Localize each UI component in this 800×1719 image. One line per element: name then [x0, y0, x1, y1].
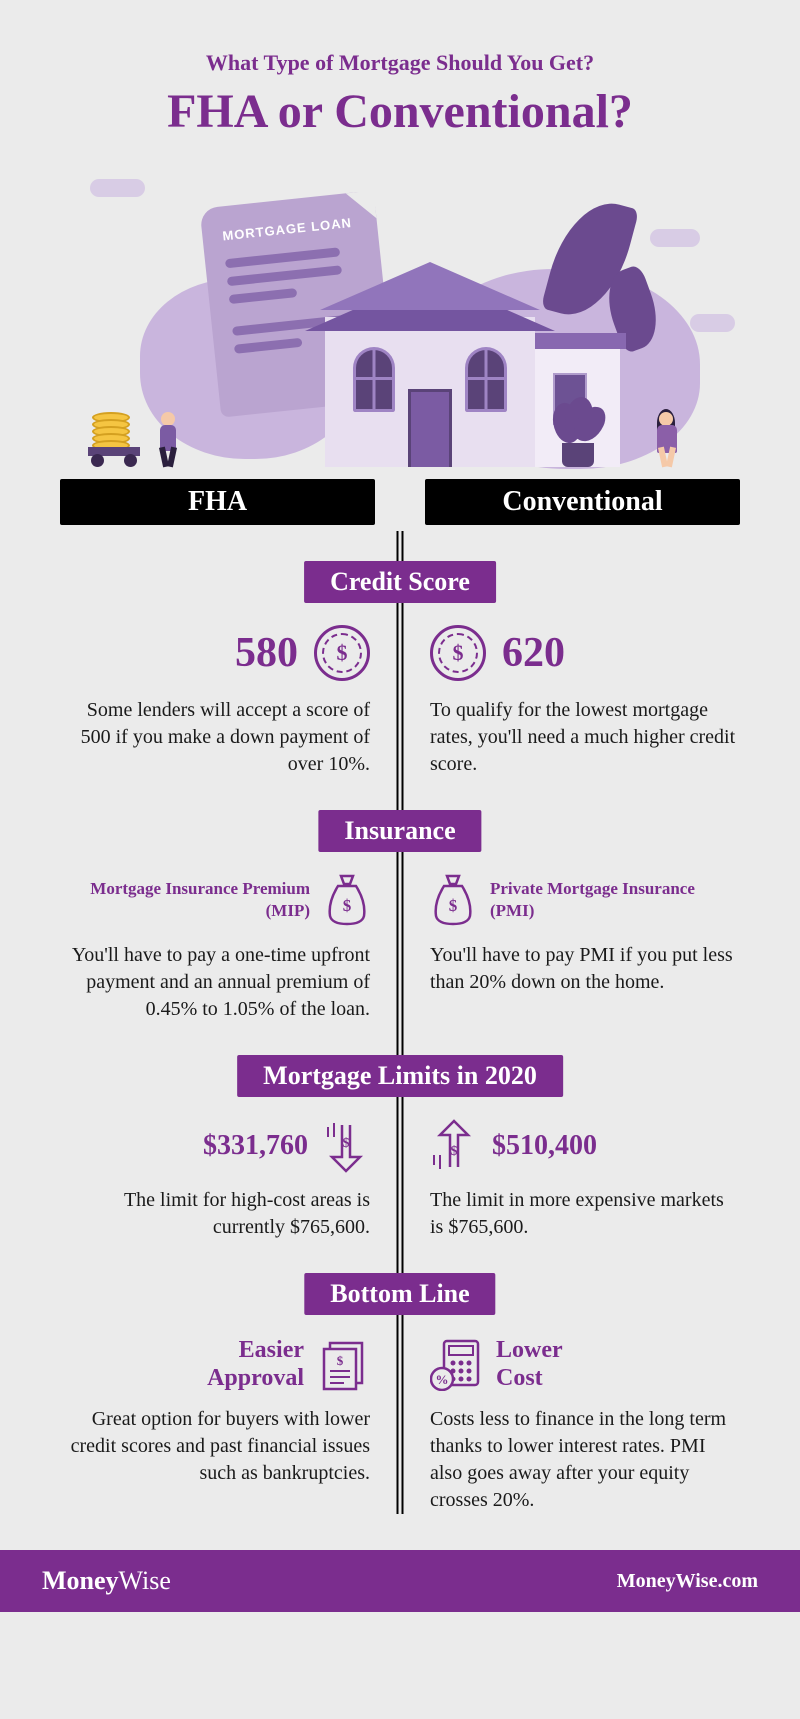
section-label-bottom-line: Bottom Line	[304, 1273, 495, 1315]
dollar-coin-icon: $	[314, 625, 370, 681]
fha-insurance-desc: You'll have to pay a one-time upfront pa…	[60, 942, 370, 1023]
section-label-limits: Mortgage Limits in 2020	[237, 1055, 563, 1097]
money-bag-icon: $	[430, 874, 476, 926]
cart-icon	[88, 435, 158, 467]
svg-text:$: $	[451, 1144, 458, 1159]
document-icon: $	[318, 1339, 370, 1391]
person-icon	[657, 412, 677, 467]
conv-insurance-title: Private Mortgage Insurance (PMI)	[490, 878, 740, 922]
header: What Type of Mortgage Should You Get? FH…	[0, 0, 800, 159]
cloud-icon	[690, 314, 735, 332]
title: FHA or Conventional?	[40, 84, 760, 139]
center-divider	[397, 531, 404, 1514]
fha-bottom-title: EasierApproval	[207, 1337, 304, 1392]
infographic-container: What Type of Mortgage Should You Get? FH…	[0, 0, 800, 1612]
svg-text:$: $	[343, 896, 352, 915]
svg-text:$: $	[449, 896, 458, 915]
svg-text:%: %	[436, 1372, 449, 1387]
fha-limit-desc: The limit for high-cost areas is current…	[60, 1187, 370, 1241]
cloud-icon	[90, 179, 145, 197]
dollar-coin-icon: $	[430, 625, 486, 681]
calculator-icon: %	[430, 1339, 482, 1391]
arrow-up-icon: $	[430, 1119, 478, 1173]
house-illustration	[310, 262, 550, 467]
conv-bottom-desc: Costs less to finance in the long term t…	[430, 1406, 740, 1514]
subtitle: What Type of Mortgage Should You Get?	[40, 50, 760, 76]
section-label-insurance: Insurance	[318, 810, 481, 852]
hero-illustration: MORTGAGE LOAN	[40, 169, 760, 479]
fha-credit-desc: Some lenders will accept a score of 500 …	[60, 697, 370, 778]
plant-icon	[550, 392, 605, 467]
conv-bottom-title: LowerCost	[496, 1337, 563, 1392]
conv-limit-desc: The limit in more expensive markets is $…	[430, 1187, 740, 1241]
fha-credit-score: 580	[235, 629, 298, 677]
fha-column-header: FHA	[60, 479, 375, 525]
arrow-down-icon: $	[322, 1119, 370, 1173]
section-label-credit-score: Credit Score	[304, 561, 496, 603]
conv-credit-score: 620	[502, 629, 565, 677]
money-bag-icon: $	[324, 874, 370, 926]
conv-limit-value: $510,400	[492, 1130, 597, 1162]
fha-bottom-desc: Great option for buyers with lower credi…	[60, 1406, 370, 1487]
conv-credit-desc: To qualify for the lowest mortgage rates…	[430, 697, 740, 778]
svg-text:$: $	[337, 1353, 344, 1368]
fha-limit-value: $331,760	[203, 1130, 308, 1162]
footer: MoneyWise MoneyWise.com	[0, 1550, 800, 1612]
footer-brand: MoneyWise	[42, 1566, 171, 1596]
footer-url: MoneyWise.com	[617, 1570, 758, 1593]
conv-insurance-desc: You'll have to pay PMI if you put less t…	[430, 942, 740, 996]
person-icon	[158, 412, 178, 467]
fha-insurance-title: Mortgage Insurance Premium (MIP)	[60, 878, 310, 922]
comparison-columns: FHA Conventional Credit Score 580 $ Some…	[0, 479, 800, 1514]
cloud-icon	[650, 229, 700, 247]
svg-text:$: $	[343, 1136, 350, 1151]
document-label: MORTGAGE LOAN	[222, 214, 358, 243]
conventional-column-header: Conventional	[425, 479, 740, 525]
